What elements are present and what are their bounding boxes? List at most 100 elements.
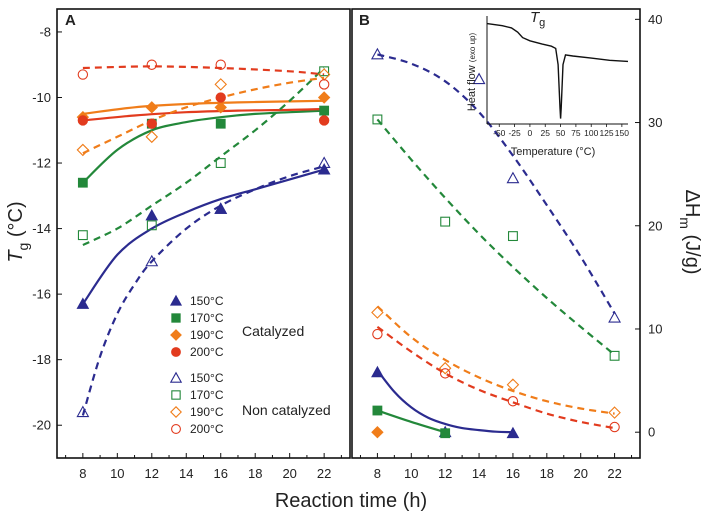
panel-b-point-200c-non-catalyzed (439, 368, 451, 379)
panel-a-y-tick-label: -18 (32, 352, 51, 367)
panel-b-fit-line-150c-catalyzed (376, 369, 513, 434)
panel-a-point-170c-non-catalyzed (146, 220, 157, 231)
inset-x-tick-label: 125 (599, 128, 613, 138)
panel-a-fit-line-170c-non-catalyzed (82, 67, 325, 246)
legend-marker-catalyzed-150c (169, 294, 183, 306)
legend-marker-non-catalyzed-190c (170, 406, 182, 418)
panel-a-fit-line-190c-catalyzed (82, 99, 325, 115)
panel-b-fit-line-150c-non-catalyzed (377, 53, 616, 315)
inset-x-tick-label: 50 (556, 128, 566, 138)
panel-a-fit-line-190c-non-catalyzed (82, 76, 325, 155)
legend-marker-non-catalyzed-200c (171, 424, 181, 434)
panel-b-fit-line-200c-non-catalyzed (376, 326, 615, 430)
legend-label-catalyzed-190c: 190°C (190, 328, 224, 342)
panel-a-point-170c-non-catalyzed (319, 66, 330, 77)
panel-a-point-200c-non-catalyzed (77, 69, 89, 80)
panel-b-y-tick-label: 30 (648, 115, 662, 130)
panel-a-plot (76, 59, 331, 418)
inset-x-tick-label: 75 (571, 128, 581, 138)
panel-b-x-tick-label: 16 (506, 466, 520, 481)
panel-b-x-tick-label: 18 (540, 466, 554, 481)
shared-x-axis-label: Reaction time (h) (275, 490, 427, 512)
panel-b-y-tick-label: 10 (648, 321, 662, 336)
panel-b-y-tick-label: 0 (648, 425, 655, 440)
panel-a-x-tick-label: 8 (79, 466, 86, 481)
panel-b-fit-line-190c-non-catalyzed (376, 305, 615, 415)
inset-x-tick-label: 0 (528, 128, 533, 138)
panel-a-fit-line-150c-non-catalyzed (81, 165, 325, 416)
panel-a-y-tick-label: -16 (32, 287, 51, 302)
panel-a-y-tick-label: -20 (32, 418, 51, 433)
panel-a-point-190c-non-catalyzed (214, 78, 228, 91)
inset-x-tick-label: 25 (541, 128, 551, 138)
inset-x-tick-label: -25 (508, 128, 521, 138)
inset-x-axis-label: Temperature (°C) (511, 146, 595, 158)
panel-a-point-200c-catalyzed (146, 118, 157, 129)
panel-a-point-150c-catalyzed (76, 297, 90, 309)
panel-b-y-tick-label: 20 (648, 218, 662, 233)
panel-b-point-150c-non-catalyzed (506, 171, 520, 184)
legend-marker-catalyzed-200c (171, 347, 181, 357)
panel-b-frame (351, 8, 641, 459)
inset-x-tick-label: 150 (615, 128, 629, 138)
legend-marker-catalyzed-190c (170, 329, 182, 341)
legend-label-non-catalyzed-190c: 190°C (190, 405, 224, 419)
panel-a-point-170c-catalyzed (319, 105, 330, 116)
panel-a-point-200c-non-catalyzed (215, 59, 226, 70)
panel-b-point-200c-non-catalyzed (507, 396, 519, 407)
panel-a-point-200c-catalyzed (77, 115, 89, 126)
panel-a-point-170c-non-catalyzed (77, 230, 88, 241)
legend: Catalyzed Non catalyzed 150°C 170°C 190°C 2… (169, 294, 331, 436)
panel-a-point-170c-catalyzed (215, 118, 226, 129)
panel-b-point-170c-catalyzed (440, 428, 451, 439)
panel-a-point-190c-catalyzed (145, 101, 159, 114)
panel-a-point-150c-non-catalyzed (76, 405, 90, 418)
panel-a-x-tick-label: 12 (145, 466, 159, 481)
panel-b-x-tick-label: 12 (438, 466, 452, 481)
panel-b-point-200c-non-catalyzed (372, 328, 383, 340)
panel-b-x-tick-label: 10 (404, 466, 418, 481)
panel-a-point-170c-catalyzed (77, 177, 88, 188)
inset-tg-label: Tg (530, 9, 545, 29)
panel-a-x-tick-label: 22 (317, 466, 331, 481)
panel-a-letter: A (65, 12, 76, 29)
panel-b-point-190c-catalyzed (371, 425, 384, 439)
panel-a-point-200c-catalyzed (318, 115, 330, 126)
panel-a-fit-line-170c-catalyzed (82, 109, 325, 184)
panel-a-fit-line-150c-catalyzed (81, 168, 325, 305)
panel-b-point-150c-non-catalyzed (608, 310, 622, 323)
legend-marker-non-catalyzed-150c (169, 371, 183, 383)
panel-b-point-170c-non-catalyzed (609, 350, 620, 361)
legend-label-non-catalyzed-200c: 200°C (190, 422, 224, 436)
panel-a-point-190c-non-catalyzed (76, 143, 90, 157)
panel-b-point-150c-non-catalyzed (472, 72, 486, 85)
panel-a-x-tick-label: 16 (214, 466, 228, 481)
panel-b-point-150c-non-catalyzed (370, 47, 384, 60)
panel-a-x-tick-label: 18 (248, 466, 262, 481)
panel-b-y-tick-label: 40 (648, 12, 662, 27)
panel-b-x-tick-label: 14 (472, 466, 486, 481)
panel-b-point-190c-non-catalyzed (371, 306, 384, 319)
panel-a-fit-line-200c-catalyzed (82, 107, 325, 122)
panel-b-fit-line-170c-catalyzed (377, 409, 446, 434)
panel-b-plot (370, 47, 622, 439)
panel-a-ylabel: Tg (°C) (5, 201, 31, 262)
panel-b-letter: B (359, 12, 370, 29)
legend-label-non-catalyzed-170c: 170°C (190, 388, 224, 402)
panel-b-axes: 8 10 12 14 16 18 20 22 0 10 20 30 40 (359, 12, 662, 481)
panel-b-point-150c-catalyzed (506, 426, 520, 439)
panel-a-y-tick-label: -14 (32, 221, 51, 236)
panel-a-point-150c-catalyzed (145, 208, 159, 221)
inset-x-tick-label: -50 (493, 128, 506, 138)
panel-a-point-150c-catalyzed (317, 163, 331, 175)
panel-a-point-200c-catalyzed (215, 92, 226, 103)
panel-b-point-170c-catalyzed (372, 405, 383, 416)
legend-label-catalyzed-150c: 150°C (190, 294, 224, 308)
legend-label-catalyzed-200c: 200°C (190, 345, 224, 359)
panel-a-axes: 8 10 12 14 16 18 20 22 -20 -18 -16 -14 -12 -10 -8 (32, 24, 342, 481)
panel-a-point-170c-non-catalyzed (215, 158, 226, 168)
panel-b-point-190c-non-catalyzed (506, 378, 520, 391)
inset-dsc-thermogram: Tg Temperature (°C) Heat flow (exo up) -… (466, 9, 629, 158)
panel-a-point-150c-non-catalyzed (317, 156, 331, 168)
